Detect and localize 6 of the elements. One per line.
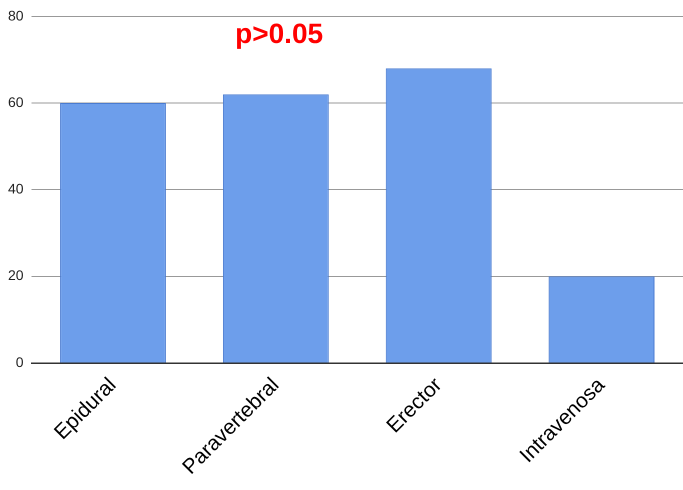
y-tick-label: 20 [8,267,24,284]
y-tick-label: 40 [8,180,24,197]
y-tick-label: 80 [8,7,24,24]
y-tick-label: 60 [8,94,24,110]
y-tick-label: 0 [16,354,24,370]
annotation: p>0.05 [235,18,324,50]
